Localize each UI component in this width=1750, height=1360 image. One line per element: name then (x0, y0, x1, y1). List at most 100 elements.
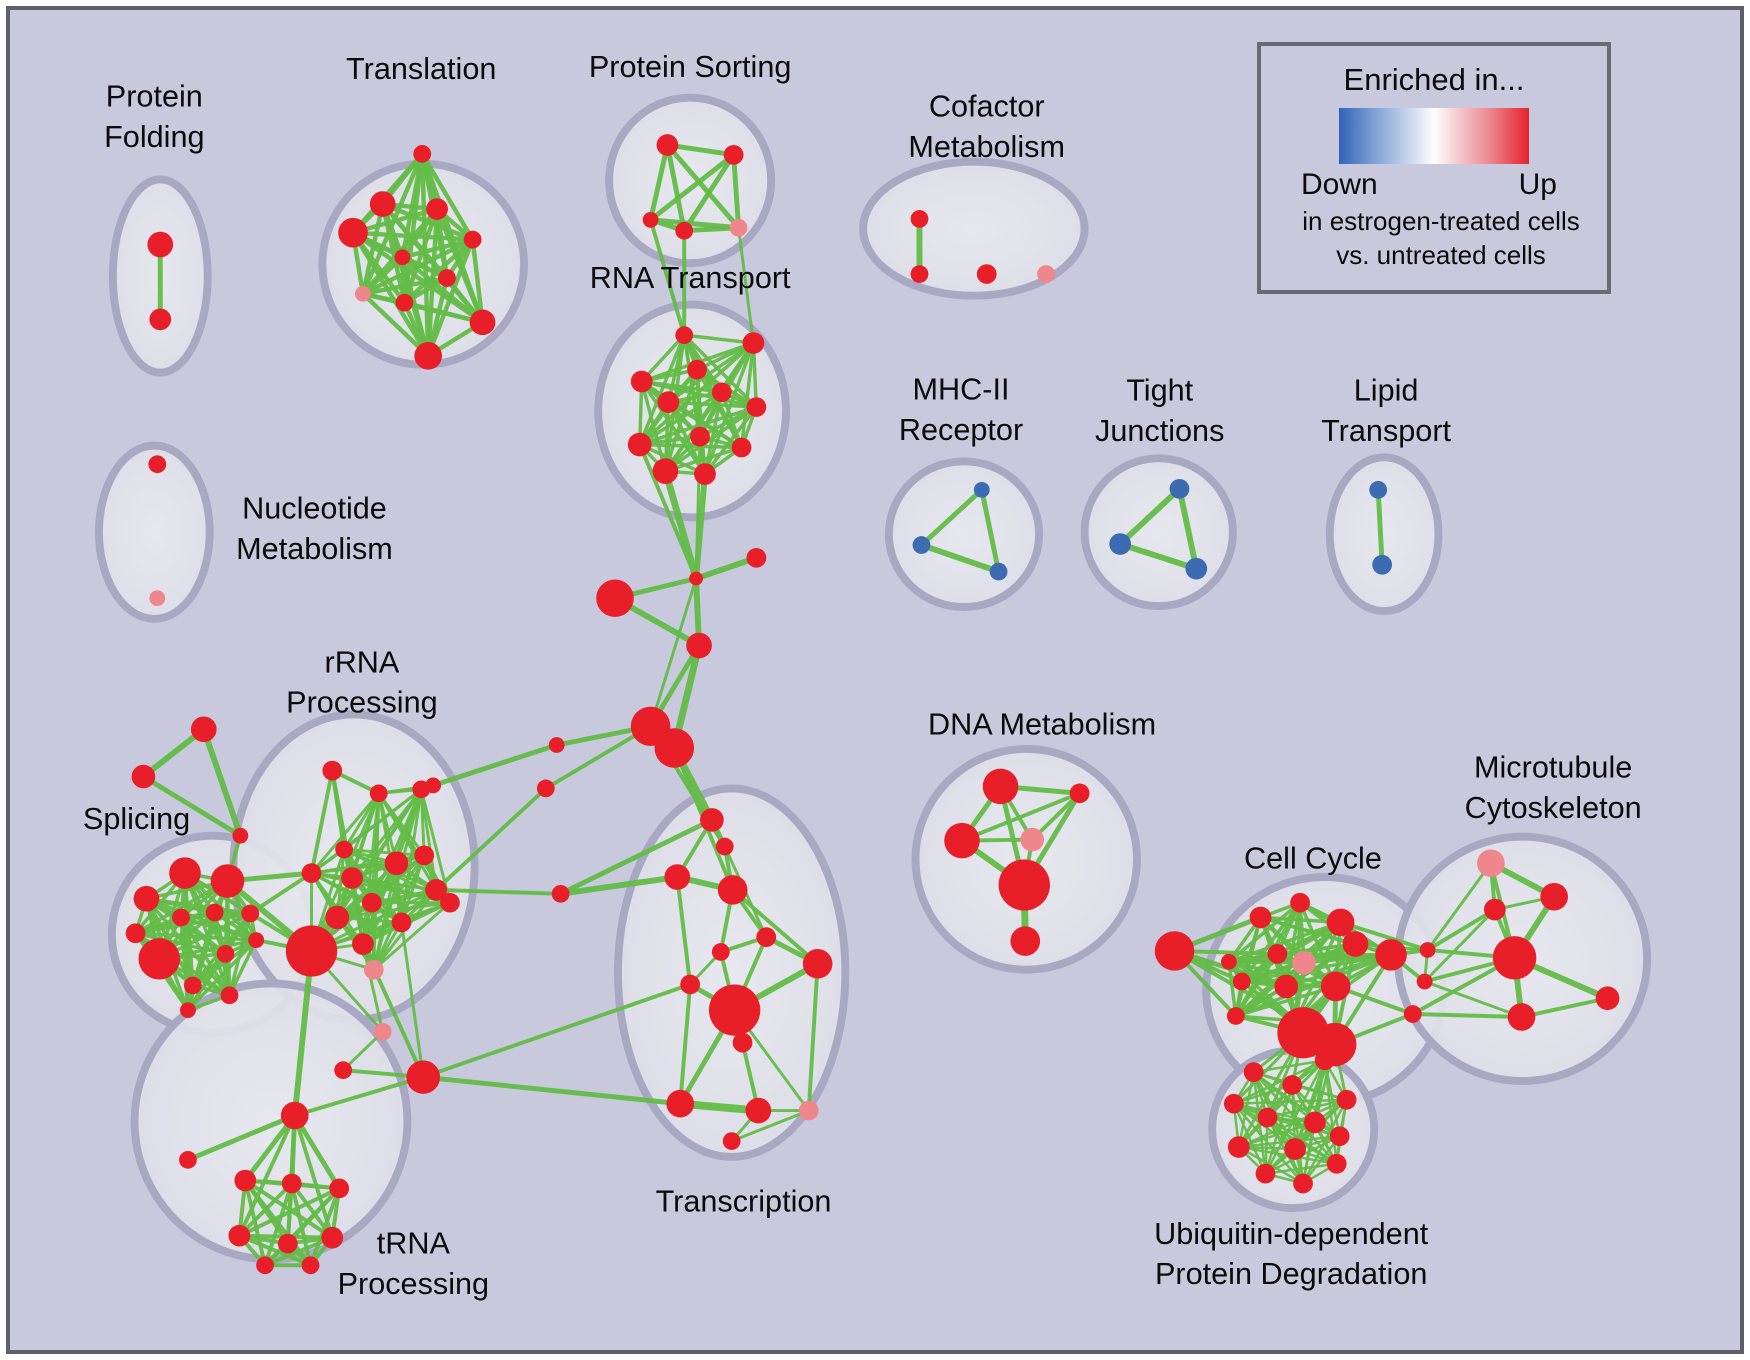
gene-set-edge (421, 982, 693, 1080)
gene-set-node (675, 221, 694, 240)
gene-set-node (1257, 1107, 1278, 1128)
gene-set-edge (243, 1178, 268, 1268)
gene-set-node (1255, 1163, 1276, 1184)
gene-set-node (1336, 1089, 1357, 1110)
gene-set-edge (543, 724, 653, 791)
gene-set-edge (1425, 907, 1497, 952)
gene-set-node (361, 892, 382, 913)
cluster-ellipse-protein-sorting (605, 93, 776, 268)
gene-set-node (438, 269, 456, 287)
gene-set-node (1342, 931, 1369, 957)
cluster-label-translation: Translation (346, 52, 496, 86)
gene-set-node (1037, 265, 1055, 283)
gene-set-edge (979, 487, 1002, 575)
gene-set-edge (1410, 1012, 1524, 1019)
gene-set-edge (1234, 952, 1280, 1018)
gene-set-node (973, 481, 990, 498)
cluster-label-nucleotide-metabolism: Metabolism (236, 532, 393, 566)
gene-set-edge (1301, 1134, 1341, 1185)
gene-set-node (1304, 1111, 1326, 1134)
gene-set-edge (637, 333, 686, 447)
gene-set-edge (664, 142, 737, 158)
gene-set-node (147, 231, 174, 258)
legend-caption-line2: vs. untreated cells (1336, 239, 1546, 270)
gene-set-node (280, 1101, 309, 1130)
gene-set-node (711, 382, 732, 403)
gene-set-edge (637, 442, 744, 450)
gene-set-node (596, 579, 634, 617)
gene-set-node (711, 943, 730, 961)
gene-set-node (335, 840, 354, 859)
gene-set-node (125, 923, 146, 944)
gene-set-edge (1426, 861, 1493, 952)
cluster-label-ubiquitin-degradation: Protein Degradation (1155, 1257, 1427, 1291)
gene-set-edge (350, 787, 423, 880)
gene-set-edge (1176, 485, 1200, 572)
gene-set-node (301, 863, 322, 883)
gene-set-edge (248, 871, 314, 916)
gene-set-edge (140, 774, 243, 839)
gene-set-node (732, 1032, 753, 1053)
gene-set-edge (1266, 1098, 1348, 1119)
gene-set-edge (263, 1181, 294, 1268)
gene-set-edge (400, 237, 475, 260)
gene-set-edge (1227, 960, 1238, 1018)
gene-set-edge (133, 911, 252, 935)
cluster-label-ubiquitin-degradation: Ubiquitin-dependent (1154, 1217, 1429, 1251)
gene-set-edge (342, 847, 426, 857)
gene-set-edge (918, 487, 985, 548)
gene-set-edge (372, 901, 452, 972)
gene-set-node (1329, 1126, 1350, 1147)
gene-set-node (220, 986, 239, 1005)
gene-set-node (180, 1002, 196, 1018)
gene-set-node (216, 945, 235, 963)
gene-set-edge (372, 861, 399, 972)
gene-set-edge (1264, 1162, 1338, 1175)
gene-set-edge (434, 206, 485, 325)
cluster-label-dna-metabolism: DNA Metabolism (928, 707, 1156, 741)
gene-set-node (322, 760, 343, 781)
cluster-label-lipid-transport: Transport (1321, 414, 1451, 448)
cluster-label-microtubule-cytoskeleton: Cytoskeleton (1465, 791, 1642, 825)
gene-set-node (138, 938, 181, 980)
gene-set-edge (1240, 900, 1302, 984)
gene-set-node (321, 1226, 344, 1249)
gene-set-edge (1423, 908, 1497, 983)
gene-set-node (1223, 1093, 1244, 1114)
gene-set-edge (664, 142, 687, 234)
cluster-label-splicing: Splicing (83, 802, 190, 836)
gene-set-edge (350, 876, 376, 972)
gene-set-node (742, 332, 765, 354)
legend-caption-line1: in estrogen-treated cells (1302, 206, 1580, 236)
gene-set-node (325, 905, 350, 930)
gene-set-node (1227, 1136, 1250, 1158)
gene-set-node (406, 1060, 441, 1094)
gene-set-node (384, 851, 409, 876)
gene-set-node (548, 737, 565, 753)
nodes-layer (125, 134, 1620, 1275)
cluster-label-mhc-ii-receptor: MHC-II (913, 372, 1010, 406)
gene-set-node (355, 285, 371, 302)
gene-set-edge (1232, 1098, 1348, 1105)
gene-set-node (729, 218, 748, 237)
gene-set-edge (637, 390, 724, 447)
gene-set-node (657, 391, 680, 413)
labels-layer: Protein Folding Translation Protein Sorting… (83, 50, 1642, 1301)
gene-set-node (1232, 972, 1251, 991)
gene-set-node (183, 976, 202, 995)
gene-set-edge (737, 226, 755, 345)
gene-set-node (281, 1173, 302, 1194)
gene-set-node (798, 1100, 819, 1121)
gene-set-node (1154, 931, 1195, 971)
gene-set-edge (335, 861, 399, 919)
gene-set-node (802, 948, 833, 979)
gene-set-node (745, 1097, 772, 1124)
gene-set-node (369, 784, 388, 803)
gene-set-node (1507, 1003, 1536, 1031)
cluster-ellipse-nucleotide-metabolism (95, 441, 214, 623)
gene-set-node (746, 397, 767, 417)
gene-set-node (654, 728, 695, 768)
gene-set-edge (678, 982, 693, 1106)
gene-set-edge (434, 887, 563, 896)
gene-set-edge (648, 217, 687, 338)
